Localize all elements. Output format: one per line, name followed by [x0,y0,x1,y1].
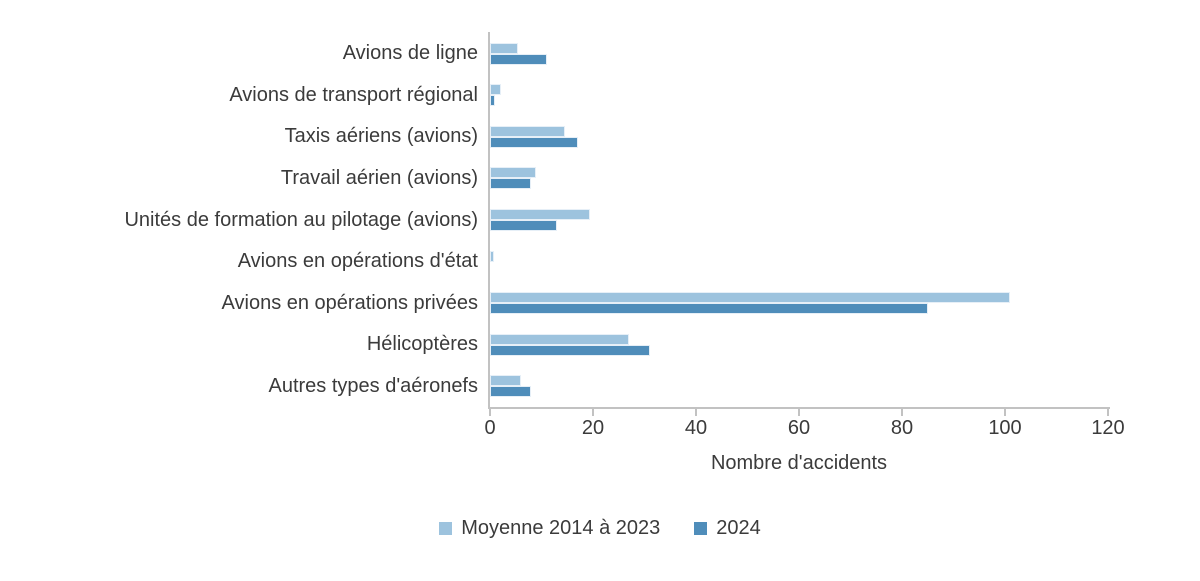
bar-group [490,282,1108,324]
legend-item-2024: 2024 [694,517,761,540]
x-tick-label: 20 [581,417,605,439]
bar-group [490,241,1108,283]
x-tick-label: 80 [890,417,914,439]
bar-2024 [490,220,557,232]
bar-2024 [490,95,496,107]
bar-moyenne-2014-2023 [490,167,537,179]
bar-2024 [490,386,532,398]
x-axis-tick [695,409,697,416]
legend-label-moyenne: Moyenne 2014 à 2023 [461,517,661,539]
x-axis-tick [798,409,800,416]
bar-moyenne-2014-2023 [490,84,502,96]
bar-group [490,158,1108,200]
category-label: Hélicoptères [366,333,478,356]
category-label: Autres types d'aéronefs [268,374,479,397]
category-label: Avions de transport régional [229,83,478,106]
x-axis-tick [592,409,594,416]
x-tick-label: 0 [484,417,496,439]
x-tick-label: 60 [787,417,811,439]
x-axis-line [488,407,1110,409]
bar-moyenne-2014-2023 [490,333,630,345]
legend-swatch-moyenne-icon [439,522,453,535]
bar-moyenne-2014-2023 [490,375,521,387]
bar-2024 [490,303,928,315]
bar-2024 [490,344,650,356]
y-axis-line [488,32,490,409]
category-label: Avions en opérations privées [221,291,478,314]
bar-group [490,199,1108,241]
x-axis-tick [901,409,903,416]
category-label: Travail aérien (avions) [280,166,478,189]
x-tick-label: 100 [988,417,1022,439]
category-label: Taxis aériens (avions) [284,125,478,148]
bar-moyenne-2014-2023 [490,292,1011,304]
legend-item-moyenne-2014-2023: Moyenne 2014 à 2023 [439,517,660,540]
bar-group [490,75,1108,117]
x-tick-label: 40 [684,417,708,439]
bar-moyenne-2014-2023 [490,42,519,54]
x-axis-title: Nombre d'accidents [710,452,888,474]
bar-2024 [490,53,547,65]
x-axis-tick [1107,409,1109,416]
x-axis-tick [489,409,491,416]
legend-label-2024: 2024 [716,517,761,539]
bar-moyenne-2014-2023 [490,209,591,221]
bar-group [490,33,1108,75]
category-label: Avions en opérations d'état [237,250,478,273]
bar-2024 [490,136,578,148]
bar-moyenne-2014-2023 [490,250,494,262]
bar-2024 [490,178,532,190]
bar-group [490,324,1108,366]
bar-group [490,366,1108,408]
legend-swatch-2024-icon [694,522,708,535]
legend: Moyenne 2014 à 2023 2024 [0,517,1200,540]
bar-group [490,116,1108,158]
x-tick-label: 120 [1091,417,1125,439]
x-axis-tick [1004,409,1006,416]
category-label: Avions de ligne [342,42,478,65]
plot-area [490,33,1108,407]
bar-moyenne-2014-2023 [490,125,565,137]
category-label: Unités de formation au pilotage (avions) [124,208,478,231]
category-axis-labels: Avions de ligne Avions de transport régio… [0,33,478,407]
